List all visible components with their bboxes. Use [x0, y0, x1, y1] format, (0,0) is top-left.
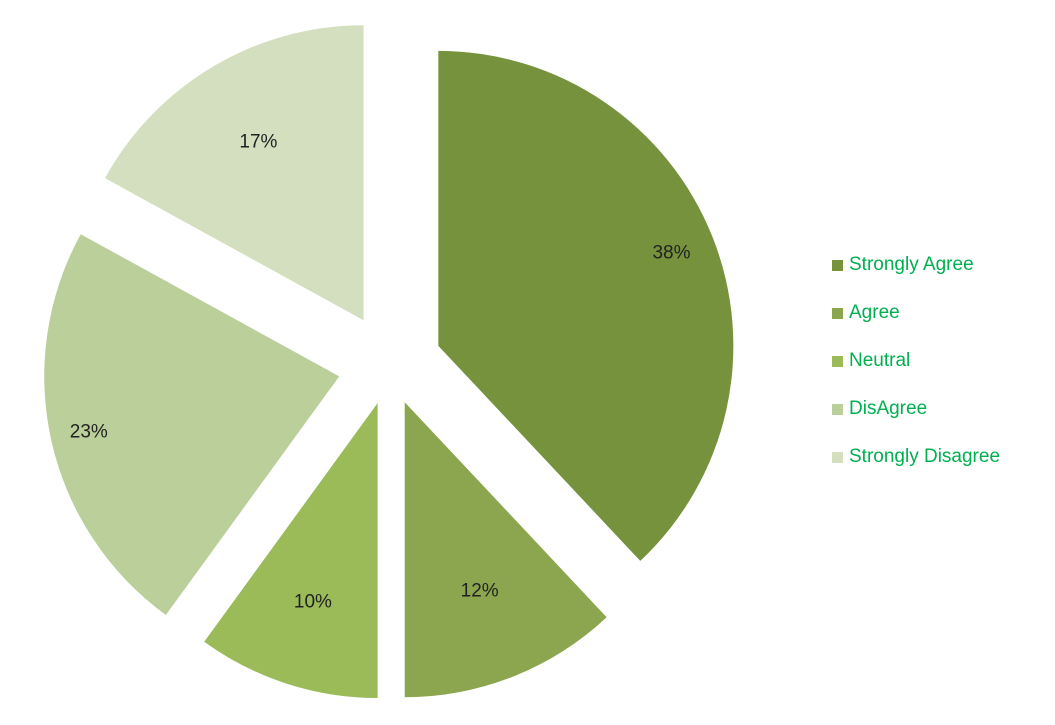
pie-slice-agree	[404, 402, 607, 698]
legend-item-agree: Agree	[832, 301, 1052, 325]
legend-swatch-strongly-agree	[832, 259, 843, 271]
data-label-agree: 12%	[461, 580, 499, 601]
legend-swatch-neutral	[832, 355, 843, 367]
legend-label-disagree: DisAgree	[849, 398, 928, 419]
data-label-disagree: 23%	[70, 421, 108, 442]
legend-item-strongly-disagree: Strongly Disagree	[832, 445, 1052, 469]
legend-label-strongly-agree: Strongly Agree	[849, 254, 974, 275]
data-label-strongly-agree: 38%	[652, 243, 690, 264]
data-label-strongly-disagree: 17%	[239, 132, 277, 153]
data-label-neutral: 10%	[294, 591, 332, 612]
legend-item-strongly-agree: Strongly Agree	[832, 253, 1052, 277]
pie-slice-disagree	[44, 234, 340, 616]
legend-item-disagree: DisAgree	[832, 397, 1052, 421]
legend-swatch-agree	[832, 307, 843, 319]
legend-label-neutral: Neutral	[849, 350, 911, 371]
legend-label-strongly-disagree: Strongly Disagree	[849, 446, 1001, 467]
legend-swatch-disagree	[832, 403, 843, 415]
legend-swatch-strongly-disagree	[832, 451, 843, 463]
pie-slice-neutral	[204, 403, 378, 699]
pie-slice-strongly-disagree	[105, 25, 364, 321]
legend-item-neutral: Neutral	[832, 349, 1052, 373]
legend: Strongly Agree Agree Neutral DisAgree Strong…	[832, 253, 1052, 493]
pie-slice-strongly-agree	[438, 50, 734, 561]
legend-label-agree: Agree	[849, 302, 900, 323]
